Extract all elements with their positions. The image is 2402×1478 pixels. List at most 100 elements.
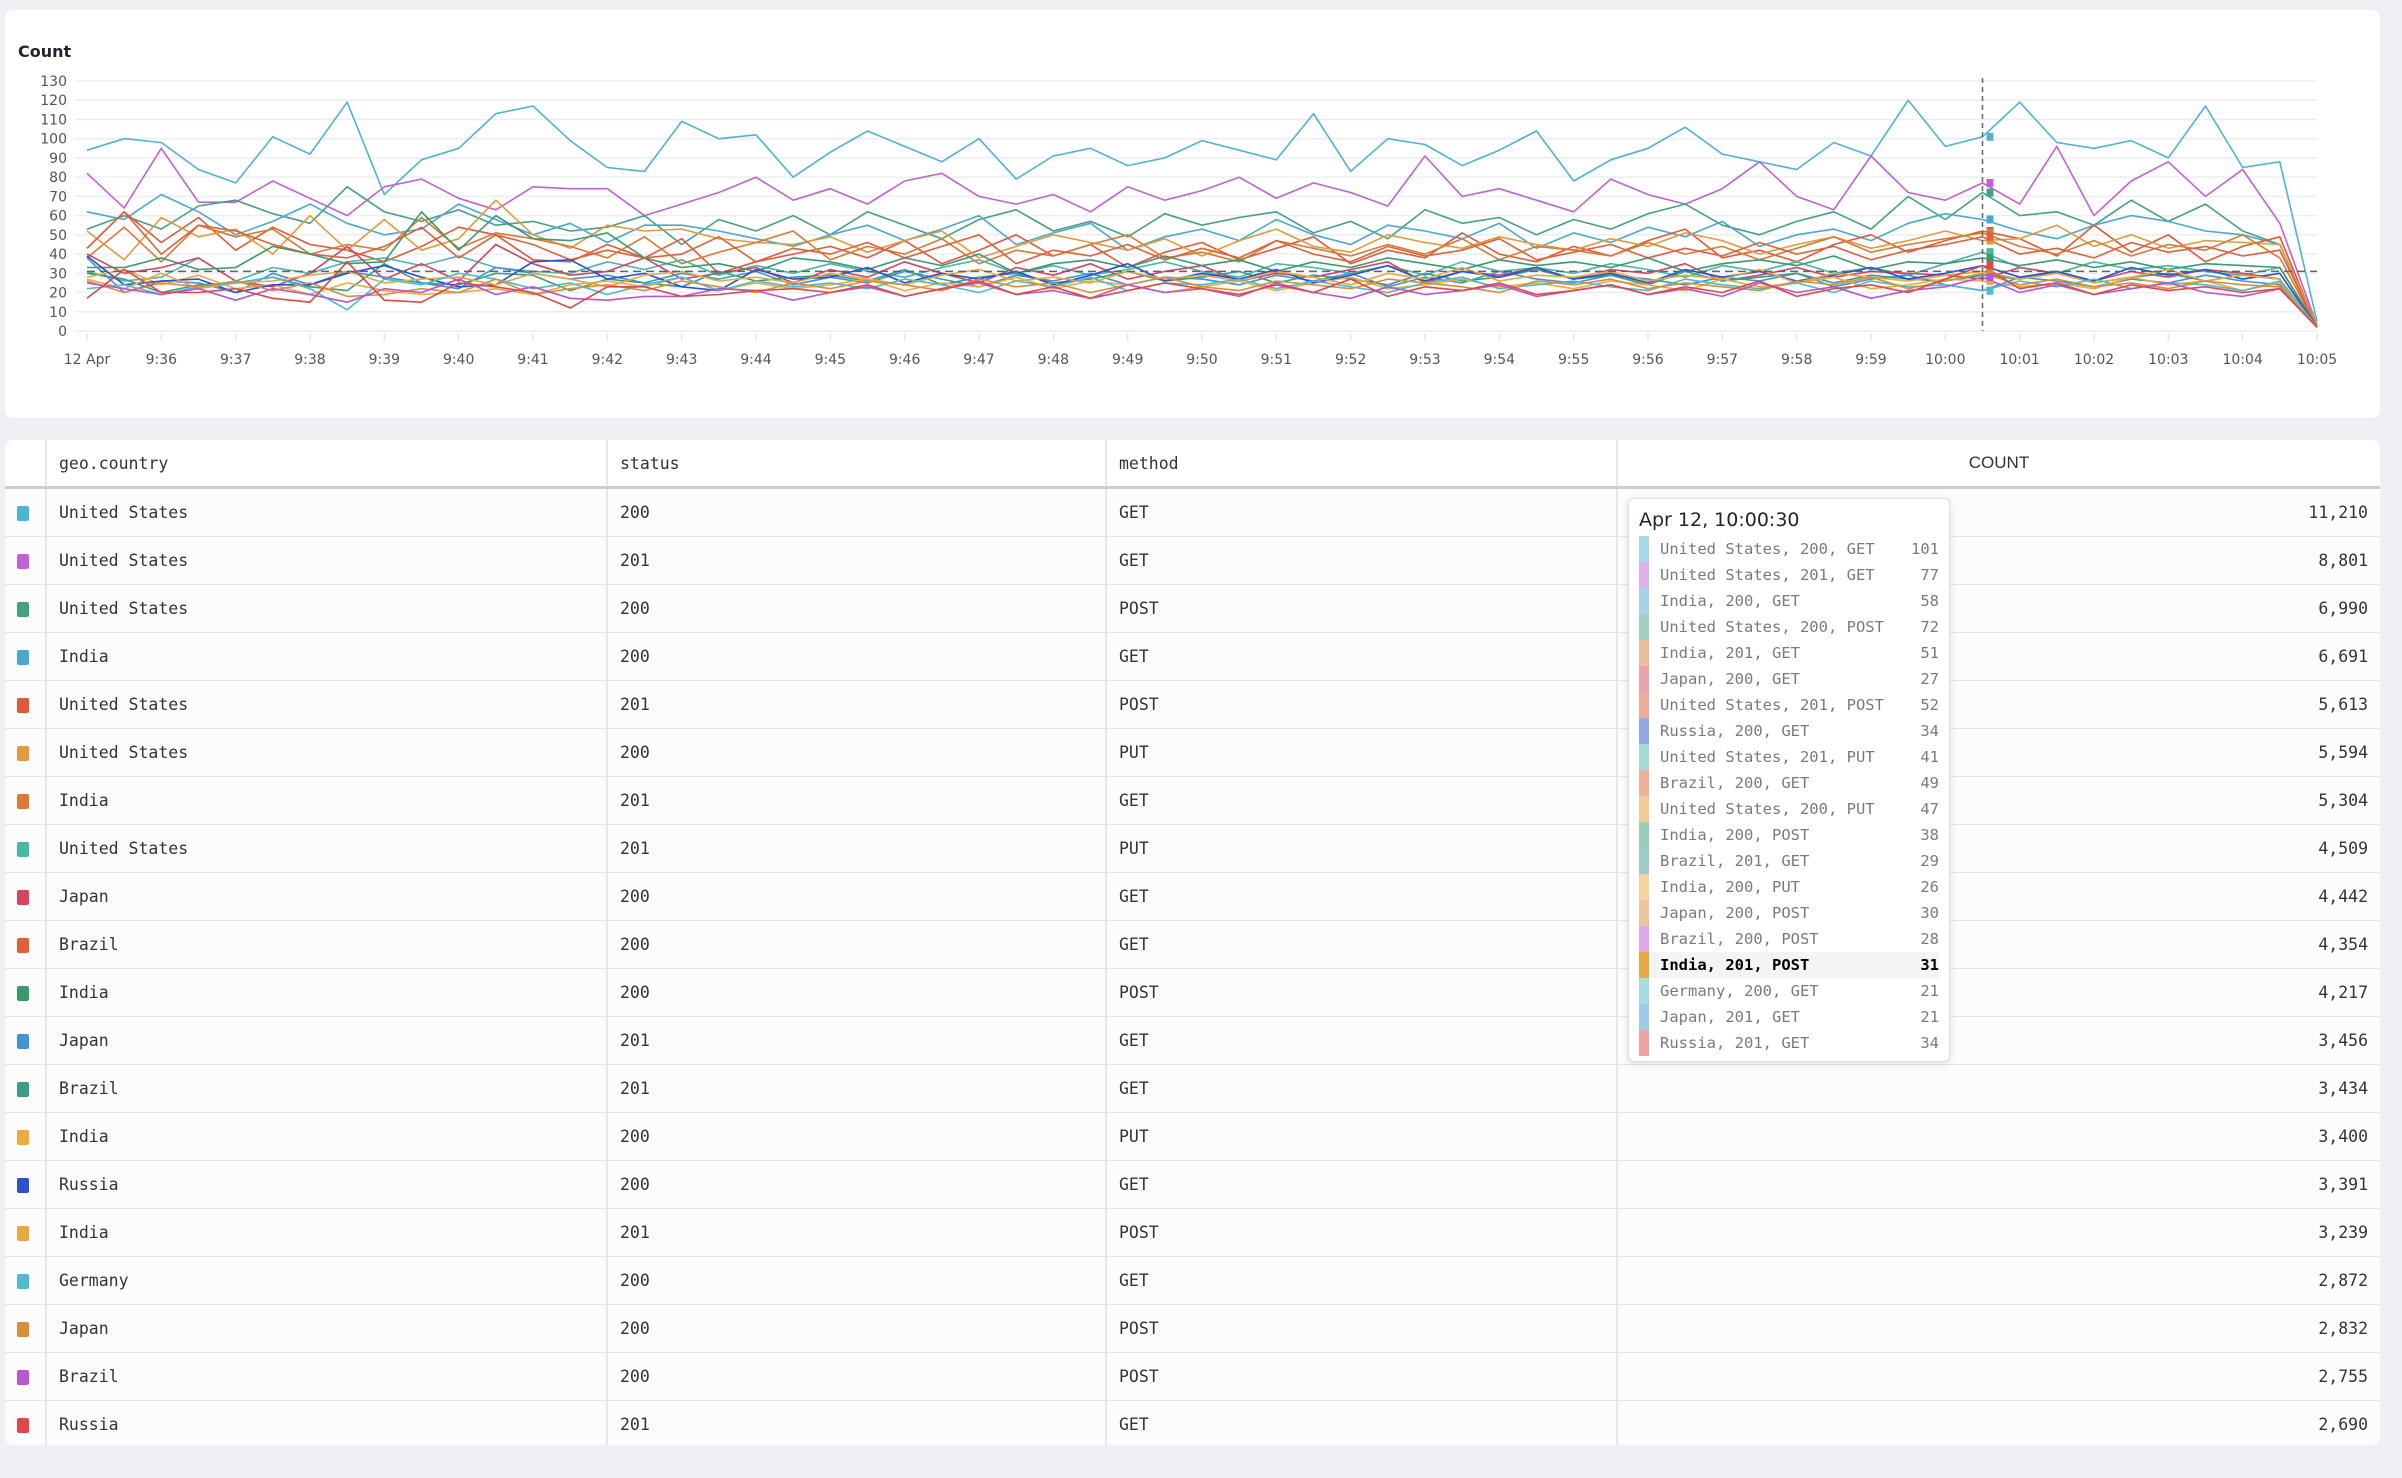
hover-point-marker bbox=[1986, 188, 1994, 197]
table-row[interactable]: United States 201 POST 5,613 bbox=[5, 680, 2380, 729]
hover-point-marker bbox=[1986, 132, 1994, 141]
series-color-swatch bbox=[1639, 1030, 1649, 1056]
count-cell: 2,832 bbox=[1617, 1304, 2380, 1353]
line-chart[interactable]: Count 0 10 20 30 40 50 60 70 80 90 100 110 120 130 12 … bbox=[5, 10, 2380, 418]
table-row[interactable]: India 201 POST 3,239 bbox=[5, 1208, 2380, 1257]
series-line[interactable] bbox=[86, 193, 2318, 328]
status-cell: 200 bbox=[607, 872, 1107, 921]
country-cell: Japan bbox=[46, 1016, 608, 1065]
tooltip-series-value: 26 bbox=[1920, 878, 1939, 896]
status-cell: 200 bbox=[607, 632, 1107, 681]
method-cell: PUT bbox=[1106, 728, 1618, 777]
tooltip-series-label: Japan, 200, POST bbox=[1660, 904, 1810, 922]
series-color-swatch bbox=[17, 1370, 29, 1385]
series-line[interactable] bbox=[87, 211, 2318, 328]
table-row[interactable]: United States 201 PUT 4,509 bbox=[5, 824, 2380, 873]
tooltip-series-label: Brazil, 200, POST bbox=[1660, 930, 1819, 948]
tooltip-series-label: Brazil, 200, GET bbox=[1660, 774, 1810, 792]
country-cell: United States bbox=[46, 584, 608, 633]
series-color-swatch bbox=[1639, 874, 1649, 900]
table-row[interactable]: India 200 PUT 3,400 bbox=[5, 1112, 2380, 1161]
tooltip-series-value: 52 bbox=[1920, 696, 1939, 714]
y-tick-label: 80 bbox=[49, 170, 67, 186]
tooltip-series-value: 101 bbox=[1911, 540, 1939, 558]
table-row[interactable]: Japan 200 GET 4,442 bbox=[5, 872, 2380, 921]
tooltip-row: United States, 201, GET 77 bbox=[1639, 562, 1939, 588]
color-cell bbox=[5, 680, 47, 729]
tooltip-row: United States, 200, GET 101 bbox=[1639, 536, 1939, 562]
series-color-swatch bbox=[17, 650, 29, 665]
count-cell: 3,400 bbox=[1617, 1112, 2380, 1161]
series-line[interactable] bbox=[86, 272, 2318, 328]
column-header-status[interactable]: status bbox=[607, 440, 1107, 489]
country-cell: Japan bbox=[46, 872, 608, 921]
tooltip-row: United States, 200, PUT 47 bbox=[1639, 796, 1939, 822]
series-line[interactable] bbox=[86, 145, 2318, 326]
status-cell: 200 bbox=[607, 1112, 1107, 1161]
table-row[interactable]: United States 200 PUT 5,594 bbox=[5, 728, 2380, 777]
y-tick-label: 10 bbox=[49, 305, 67, 321]
table-row[interactable]: Germany 200 GET 2,872 bbox=[5, 1256, 2380, 1305]
series-line[interactable] bbox=[86, 255, 2318, 328]
hover-point-marker bbox=[1986, 261, 1994, 270]
tooltip-series-label: Japan, 200, GET bbox=[1660, 670, 1800, 688]
tooltip-series-label: India, 200, PUT bbox=[1660, 878, 1800, 896]
table-row[interactable]: Japan 200 POST 2,832 bbox=[5, 1304, 2380, 1353]
series-line[interactable] bbox=[86, 211, 2318, 328]
tooltip-row: United States, 200, POST 72 bbox=[1639, 614, 1939, 640]
series-line[interactable] bbox=[86, 272, 2318, 328]
column-header-method[interactable]: method bbox=[1106, 440, 1618, 489]
x-tick-label: 9:38 bbox=[294, 352, 325, 368]
table-row[interactable]: India 200 GET 6,691 bbox=[5, 632, 2380, 681]
tooltip-row: India, 201, GET 51 bbox=[1639, 640, 1939, 666]
table-row[interactable]: Brazil 200 POST 2,755 bbox=[5, 1352, 2380, 1401]
x-tick-label: 9:41 bbox=[517, 352, 548, 368]
tooltip-series-label: India, 201, POST bbox=[1660, 956, 1810, 974]
y-tick-label: 40 bbox=[49, 247, 67, 263]
tooltip-series-label: United States, 201, PUT bbox=[1660, 748, 1875, 766]
x-tick-label: 10:04 bbox=[2222, 352, 2262, 368]
table-row[interactable]: Brazil 201 GET 3,434 bbox=[5, 1064, 2380, 1113]
series-line[interactable] bbox=[86, 211, 2318, 328]
tooltip-row: United States, 201, PUT 41 bbox=[1639, 744, 1939, 770]
country-cell: United States bbox=[46, 728, 608, 777]
x-tick-label: 9:52 bbox=[1335, 352, 1366, 368]
color-cell bbox=[5, 728, 47, 777]
table-row[interactable]: United States 200 GET 11,210 bbox=[5, 487, 2380, 537]
country-cell: India bbox=[46, 776, 608, 825]
table-row[interactable]: India 201 GET 5,304 bbox=[5, 776, 2380, 825]
series-line[interactable] bbox=[86, 266, 2318, 328]
country-cell: India bbox=[46, 632, 608, 681]
x-tick-label: 9:51 bbox=[1261, 352, 1292, 368]
tooltip-row: India, 201, POST 31 bbox=[1639, 952, 1939, 978]
series-color-swatch bbox=[1639, 900, 1649, 926]
tooltip-series-value: 58 bbox=[1920, 592, 1939, 610]
table-row[interactable]: Russia 201 GET 2,690 bbox=[5, 1400, 2380, 1445]
series-line[interactable] bbox=[86, 99, 2318, 322]
x-tick-label: 9:48 bbox=[1038, 352, 1069, 368]
series-line[interactable] bbox=[86, 261, 2318, 328]
table-row[interactable]: United States 200 POST 6,990 bbox=[5, 584, 2380, 633]
y-tick-label: 50 bbox=[49, 228, 67, 244]
series-line[interactable] bbox=[86, 186, 2318, 328]
country-cell: Germany bbox=[46, 1256, 608, 1305]
series-line[interactable] bbox=[86, 199, 2318, 326]
table-row[interactable]: Brazil 200 GET 4,354 bbox=[5, 920, 2380, 969]
series-line[interactable] bbox=[86, 216, 2318, 328]
tooltip-series-label: Russia, 200, GET bbox=[1660, 722, 1810, 740]
method-cell: PUT bbox=[1106, 1112, 1618, 1161]
status-cell: 200 bbox=[607, 728, 1107, 777]
count-cell: 2,690 bbox=[1617, 1400, 2380, 1445]
column-header-count[interactable]: COUNT bbox=[1617, 440, 2380, 489]
tooltip-series-label: India, 201, GET bbox=[1660, 644, 1800, 662]
table-row[interactable]: India 200 POST 4,217 bbox=[5, 968, 2380, 1017]
tooltip-row: Russia, 200, GET 34 bbox=[1639, 718, 1939, 744]
table-row[interactable]: United States 201 GET 8,801 bbox=[5, 536, 2380, 585]
table-row[interactable]: Japan 201 GET 3,456 bbox=[5, 1016, 2380, 1065]
tooltip-series-label: Germany, 200, GET bbox=[1660, 982, 1819, 1000]
column-header-country[interactable]: geo.country bbox=[46, 440, 608, 489]
table-row[interactable]: Russia 200 GET 3,391 bbox=[5, 1160, 2380, 1209]
method-cell: GET bbox=[1106, 487, 1618, 537]
color-cell bbox=[5, 1064, 47, 1113]
color-cell bbox=[5, 487, 47, 537]
